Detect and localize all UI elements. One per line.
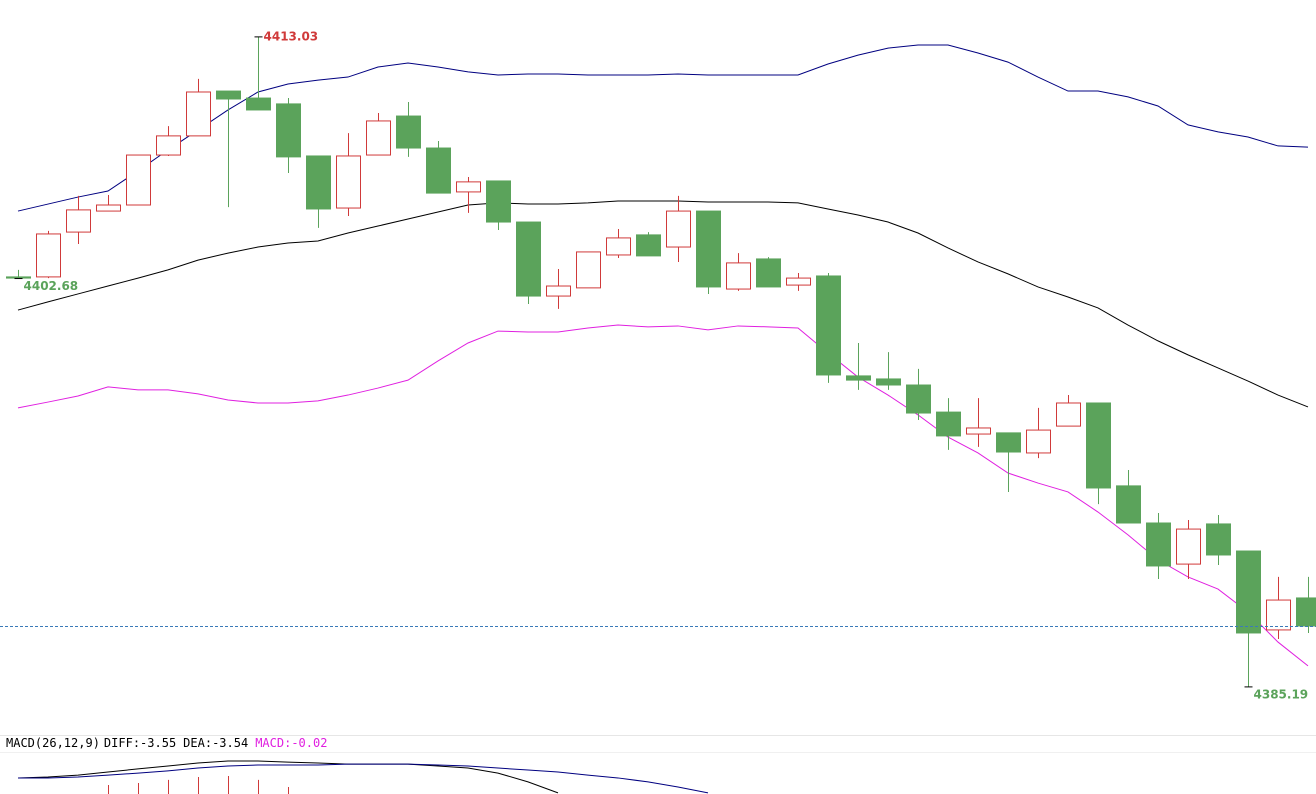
candle-body (1056, 402, 1081, 427)
candle-body (726, 262, 751, 290)
macd-line (18, 763, 709, 794)
candle-body (306, 155, 331, 210)
candle-body (276, 103, 301, 158)
candle-body (936, 411, 961, 437)
candle-body (336, 155, 361, 209)
candle-body (1116, 485, 1141, 524)
band-line (17, 44, 1309, 212)
candle-body (426, 147, 451, 194)
candle-body (156, 135, 181, 156)
macd-item: DIFF:-3.55 (104, 736, 176, 750)
macd-item: DEA:-3.54 (183, 736, 248, 750)
candle-body (36, 233, 61, 278)
candle-body (516, 221, 541, 297)
candle-body (456, 181, 481, 193)
candle-body (1176, 528, 1201, 565)
candle-body (246, 97, 271, 111)
candle-body (396, 115, 421, 149)
candle-body (66, 209, 91, 233)
candle-body (186, 91, 211, 137)
candle-body (876, 378, 901, 386)
candle-body (1296, 597, 1316, 627)
candle-body (786, 277, 811, 286)
candle-body (696, 210, 721, 288)
candle-body (126, 154, 151, 206)
candle-body (756, 258, 781, 288)
candle-body (606, 237, 631, 256)
annotation-label: 4402.68 (24, 279, 79, 293)
candle-body (906, 384, 931, 414)
candle-body (636, 234, 661, 257)
candle-body (366, 120, 391, 156)
candle-body (486, 180, 511, 223)
candle-body (996, 432, 1021, 453)
candle-body (216, 90, 241, 100)
candle-body (546, 285, 571, 297)
macd-item: MACD:-0.02 (255, 736, 327, 750)
candle-body (816, 275, 841, 376)
candle-body (1206, 523, 1231, 556)
candle-body (1026, 429, 1051, 454)
band-line (17, 324, 1309, 667)
band-line (17, 200, 1309, 408)
candle-body (96, 204, 121, 212)
candle-body (1146, 522, 1171, 567)
candle-body (846, 375, 871, 381)
candle-body (1086, 402, 1111, 489)
annotation-label: 4385.19 (1254, 687, 1309, 701)
candle-body (1266, 599, 1291, 631)
candle-body (1236, 550, 1261, 634)
candle-body (576, 251, 601, 289)
macd-line (17, 760, 559, 794)
macd-indicator: MACD(26,12,9) (6, 736, 100, 750)
annotation-label: 4413.03 (264, 29, 319, 43)
candle-body (666, 210, 691, 248)
macd-legend: MACD(26,12,9) DIFF:-3.55 DEA:-3.54 MACD:-0.… (6, 736, 327, 750)
candle-body (6, 276, 31, 279)
candle-body (966, 427, 991, 435)
